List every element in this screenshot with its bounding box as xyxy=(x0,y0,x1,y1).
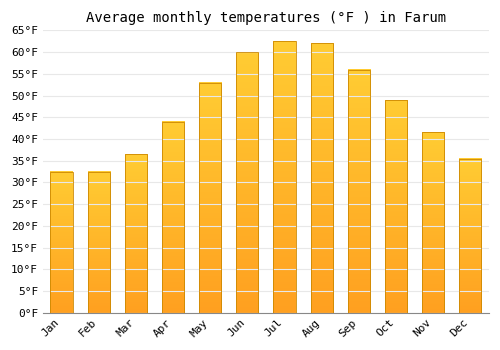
Bar xyxy=(88,172,110,313)
Bar xyxy=(236,52,258,313)
Bar xyxy=(459,159,481,313)
Bar xyxy=(50,172,72,313)
Bar xyxy=(310,43,333,313)
Bar xyxy=(124,154,147,313)
Title: Average monthly temperatures (°F ) in Farum: Average monthly temperatures (°F ) in Fa… xyxy=(86,11,446,25)
Bar xyxy=(162,121,184,313)
Bar xyxy=(422,132,444,313)
Bar xyxy=(199,83,222,313)
Bar xyxy=(385,100,407,313)
Bar xyxy=(274,41,295,313)
Bar xyxy=(348,70,370,313)
